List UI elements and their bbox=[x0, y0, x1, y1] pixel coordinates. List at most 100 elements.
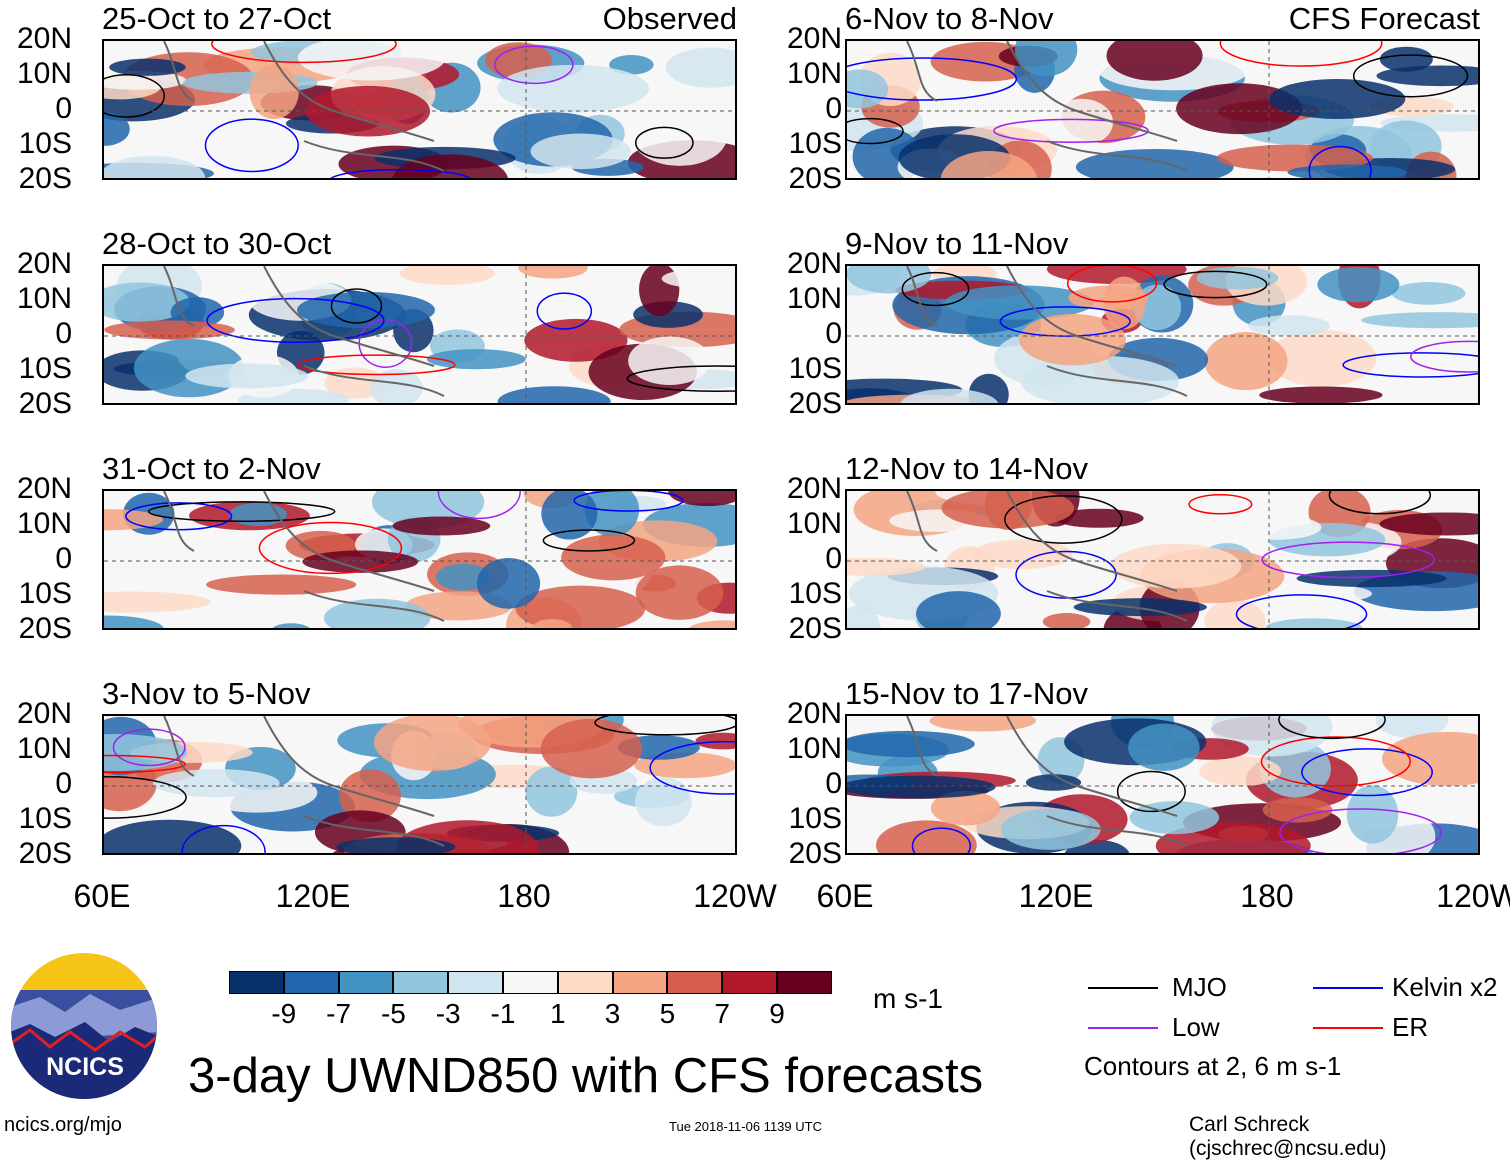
lat-label: 20S bbox=[18, 162, 72, 195]
legend-er-line bbox=[1313, 1027, 1383, 1029]
colorbar-swatch bbox=[777, 971, 832, 994]
legend-mjo-line bbox=[1088, 987, 1158, 989]
coastlines bbox=[906, 41, 1188, 172]
contours bbox=[1004, 491, 1436, 628]
colorbar-label: -3 bbox=[435, 998, 461, 1029]
coastlines bbox=[163, 491, 445, 622]
lat-label: 20N bbox=[16, 697, 72, 730]
lon-label-120w: 120W bbox=[1436, 878, 1510, 914]
anomaly-shading bbox=[104, 716, 735, 853]
panel-title: 12-Nov to 14-Nov bbox=[845, 451, 1088, 486]
lat-label: 10N bbox=[16, 507, 72, 540]
lon-label-120w: 120W bbox=[693, 878, 777, 914]
wind-anomaly-map bbox=[845, 39, 1480, 180]
colorbar-label: -7 bbox=[326, 998, 352, 1029]
contours bbox=[104, 41, 694, 178]
lat-label: 0 bbox=[55, 92, 72, 125]
legend-low-line bbox=[1088, 1027, 1158, 1029]
colorbar-swatch bbox=[393, 971, 449, 994]
colorbar-label: 7 bbox=[714, 998, 730, 1029]
main-title: 3-day UWND850 with CFS forecasts bbox=[188, 1049, 984, 1103]
legend-er: ER bbox=[1392, 1012, 1429, 1042]
colorbar-label: -5 bbox=[380, 998, 406, 1029]
lat-label: 20S bbox=[788, 162, 842, 195]
wind-anomaly-map bbox=[845, 264, 1480, 405]
panel-title: 6-Nov to 8-Nov bbox=[845, 1, 1054, 36]
wind-anomaly-map bbox=[845, 489, 1480, 630]
lon-label-180: 180 bbox=[497, 878, 551, 914]
lon-label-120e: 120E bbox=[1018, 878, 1094, 914]
colorbar-swatch bbox=[338, 971, 394, 994]
lat-label: 0 bbox=[825, 317, 842, 350]
coastlines bbox=[163, 716, 445, 847]
legend-kelvin: Kelvin x2 bbox=[1392, 972, 1498, 1002]
colorbar-swatch bbox=[667, 971, 723, 994]
lat-label: 10N bbox=[786, 282, 842, 315]
coastlines bbox=[906, 491, 1188, 622]
contours bbox=[104, 716, 735, 853]
legend-low: Low bbox=[1172, 1012, 1220, 1042]
colorbar-swatch bbox=[283, 971, 339, 994]
lat-label: 0 bbox=[825, 92, 842, 125]
lon-label-60e: 60E bbox=[73, 878, 131, 914]
panel-title: 31-Oct to 2-Nov bbox=[102, 451, 321, 486]
lon-label-120e: 120E bbox=[275, 878, 351, 914]
lon-label-60e: 60E bbox=[816, 878, 874, 914]
panel-title: 3-Nov to 5-Nov bbox=[102, 676, 311, 711]
lat-label: 20S bbox=[788, 837, 842, 870]
lat-label: 0 bbox=[55, 317, 72, 350]
lat-label: 10N bbox=[16, 732, 72, 765]
coastlines bbox=[163, 41, 445, 172]
logo-text: NCICS bbox=[46, 1053, 124, 1081]
panel-source-tag: CFS Forecast bbox=[1288, 1, 1480, 36]
lat-label: 20N bbox=[16, 247, 72, 280]
legend-mjo: MJO bbox=[1172, 972, 1227, 1002]
wind-anomaly-map bbox=[102, 264, 737, 405]
lat-label: 10S bbox=[18, 577, 72, 610]
panel-title: 25-Oct to 27-Oct bbox=[102, 1, 332, 36]
lat-label: 10N bbox=[786, 57, 842, 90]
coastlines bbox=[163, 266, 445, 397]
lat-label: 20N bbox=[786, 697, 842, 730]
lon-label-180: 180 bbox=[1240, 878, 1294, 914]
lat-label: 10S bbox=[18, 352, 72, 385]
lat-label: 0 bbox=[825, 542, 842, 575]
contour-note: Contours at 2, 6 m s-1 bbox=[1084, 1051, 1342, 1081]
colorbar-label: 3 bbox=[604, 998, 621, 1029]
lat-label: 10N bbox=[16, 282, 72, 315]
anomaly-shading bbox=[847, 41, 1478, 178]
colorbar-label: -9 bbox=[271, 998, 297, 1029]
colorbar-swatch bbox=[557, 971, 613, 994]
anomaly-shading bbox=[104, 41, 735, 178]
coastlines bbox=[906, 266, 1188, 397]
ncics-logo: NCICS bbox=[11, 953, 157, 1099]
lat-label: 10N bbox=[786, 732, 842, 765]
colorbar-label: 1 bbox=[550, 998, 566, 1029]
footer-credit: Carl Schreck (cjschrec@ncsu.edu) bbox=[1189, 1113, 1387, 1160]
lat-label: 10S bbox=[788, 802, 842, 835]
lat-label: 10S bbox=[18, 802, 72, 835]
lat-label: 10N bbox=[786, 507, 842, 540]
colorbar-swatch bbox=[722, 971, 777, 994]
colorbar-label: -1 bbox=[490, 998, 516, 1029]
lat-label: 20S bbox=[788, 612, 842, 645]
footer-url[interactable]: ncics.org/mjo bbox=[4, 1114, 122, 1136]
anomaly-shading bbox=[104, 266, 735, 403]
colorbar-swatch bbox=[229, 971, 284, 994]
lat-label: 20N bbox=[16, 472, 72, 505]
panel-source-tag: Observed bbox=[602, 1, 737, 36]
panel-title: 9-Nov to 11-Nov bbox=[845, 226, 1069, 261]
contours bbox=[125, 491, 684, 575]
coastlines bbox=[906, 716, 1188, 847]
colorbar-swatch bbox=[448, 971, 503, 994]
lat-label: 10S bbox=[788, 127, 842, 160]
wind-anomaly-map bbox=[102, 714, 737, 855]
footer-timestamp: Tue 2018-11-06 1139 UTC bbox=[669, 1119, 822, 1134]
lat-label: 0 bbox=[825, 767, 842, 800]
panel-title: 28-Oct to 30-Oct bbox=[102, 226, 332, 261]
colorbar-swatch bbox=[503, 971, 558, 994]
wind-anomaly-map bbox=[102, 489, 737, 630]
lat-label: 20S bbox=[18, 387, 72, 420]
lat-label: 10N bbox=[16, 57, 72, 90]
panel-title: 15-Nov to 17-Nov bbox=[845, 676, 1088, 711]
